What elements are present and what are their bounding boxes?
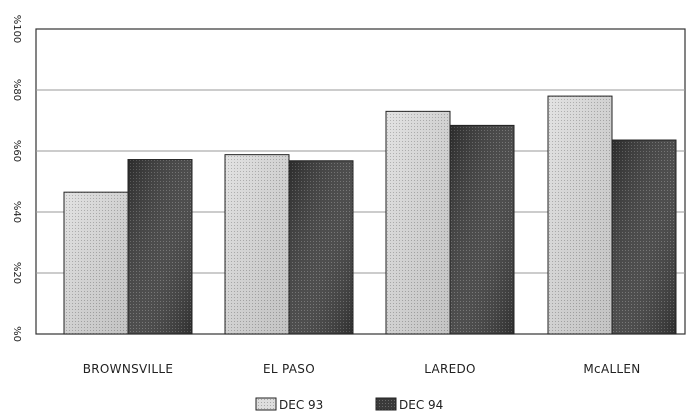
y-tick-label: %40 bbox=[11, 201, 22, 223]
bar-shading bbox=[386, 111, 450, 334]
x-category-label: EL PASO bbox=[263, 362, 315, 376]
x-axis-labels: BROWNSVILLE EL PASO LAREDO McALLEN bbox=[83, 362, 641, 376]
x-category-label: McALLEN bbox=[583, 362, 640, 376]
legend-label: DEC 94 bbox=[399, 398, 443, 412]
bar-shading bbox=[548, 96, 612, 334]
bar-shading bbox=[450, 125, 514, 334]
y-tick-label: %100 bbox=[11, 15, 22, 44]
x-category-label: LAREDO bbox=[424, 362, 476, 376]
y-tick-label: %80 bbox=[11, 79, 22, 101]
y-tick-label: %0 bbox=[11, 326, 22, 342]
bar-shading bbox=[612, 140, 676, 334]
bars bbox=[63, 95, 677, 335]
y-tick-label: %60 bbox=[11, 140, 22, 162]
bar-shading bbox=[128, 160, 192, 334]
bar-shading bbox=[64, 192, 128, 334]
y-axis-ticks: %0 %20 %40 %60 %80 %100 bbox=[11, 15, 22, 342]
legend: DEC 93 DEC 94 bbox=[255, 397, 443, 412]
bar-shading bbox=[289, 161, 353, 334]
plot-frame bbox=[35, 28, 686, 335]
y-tick-label: %20 bbox=[11, 262, 22, 284]
legend-label: DEC 93 bbox=[279, 398, 323, 412]
bar-shading bbox=[225, 155, 289, 334]
legend-swatch bbox=[255, 397, 277, 411]
legend-swatch bbox=[375, 397, 397, 411]
plot-area bbox=[35, 28, 686, 335]
x-category-label: BROWNSVILLE bbox=[83, 362, 173, 376]
